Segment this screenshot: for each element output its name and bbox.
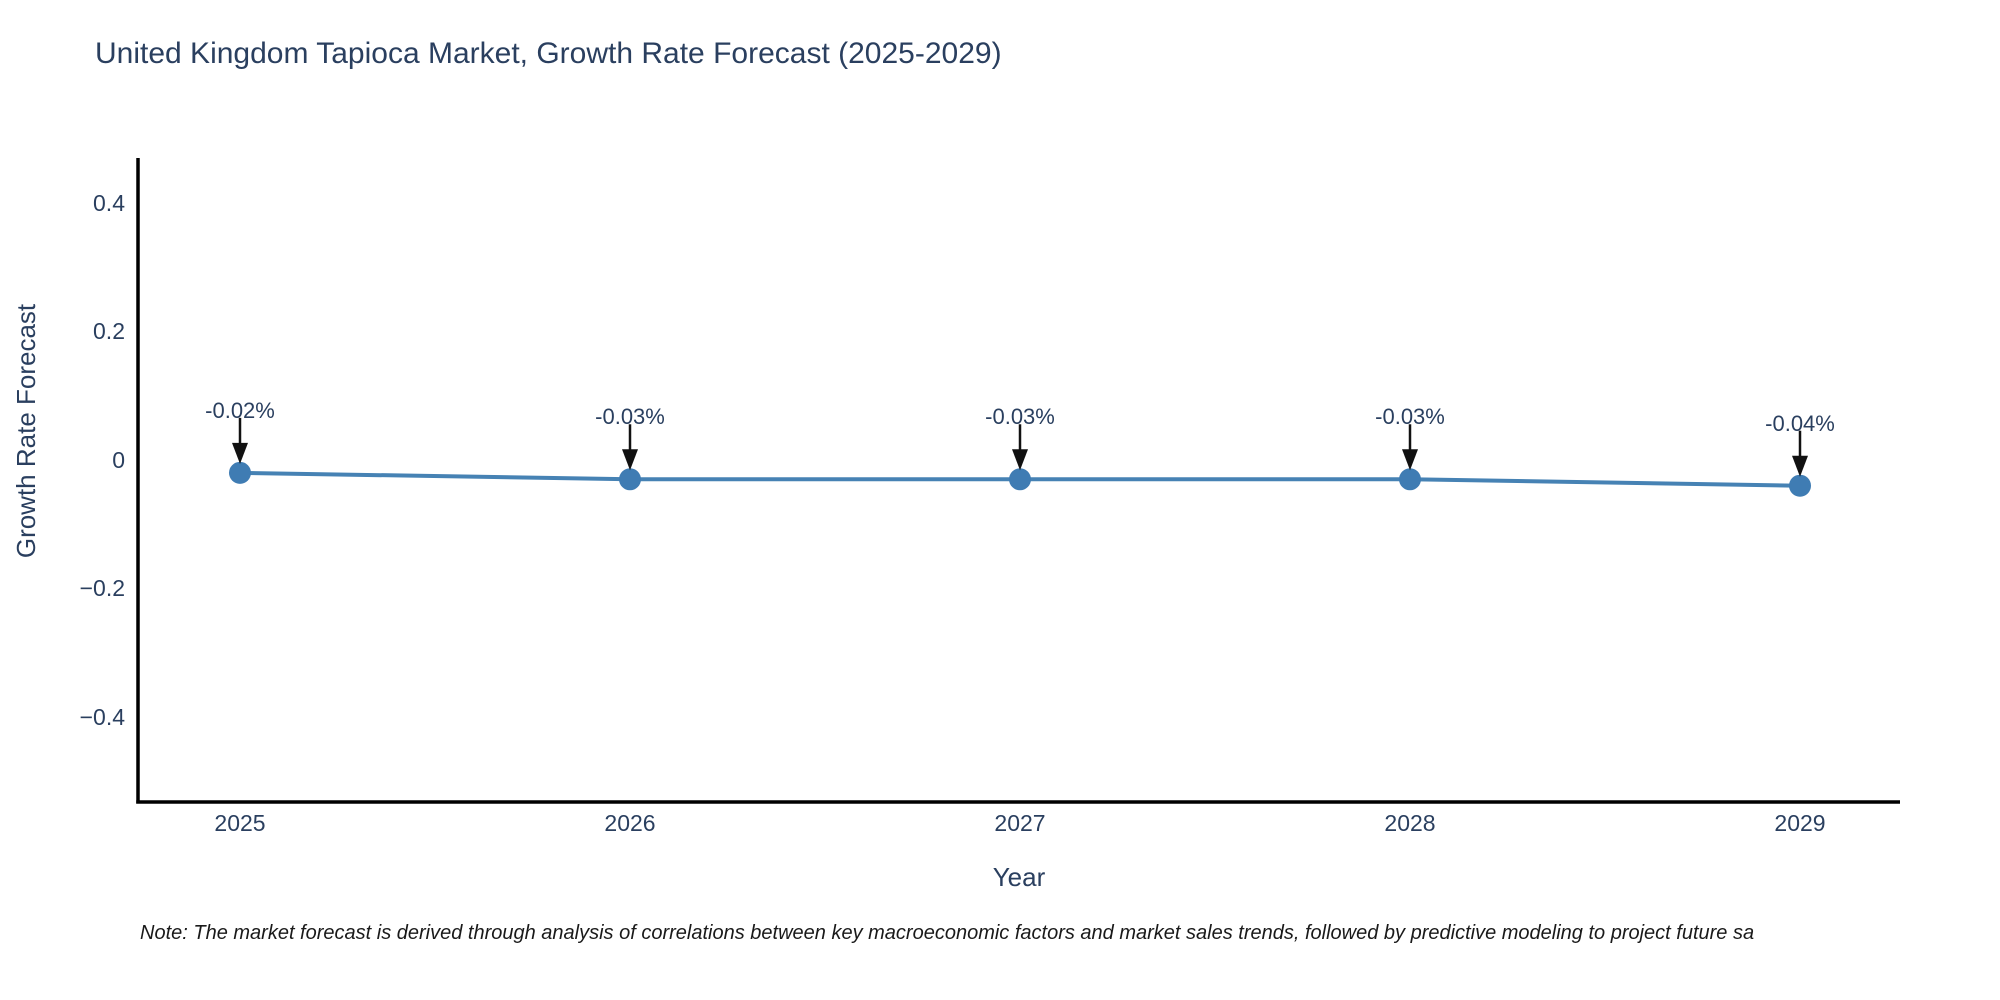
data-point-marker[interactable] bbox=[1399, 468, 1421, 491]
annotation-arrow-head bbox=[622, 449, 638, 471]
data-point-marker[interactable] bbox=[1009, 468, 1031, 491]
data-point-marker[interactable] bbox=[619, 468, 641, 491]
point-value-label: -0.03% bbox=[985, 404, 1055, 430]
annotation-arrow-layer bbox=[232, 417, 1808, 477]
y-tick-label: 0.2 bbox=[93, 318, 125, 344]
x-tick-label: 2028 bbox=[1384, 810, 1436, 836]
y-tick-label: 0.4 bbox=[93, 190, 125, 216]
x-tick-label: 2025 bbox=[214, 810, 266, 836]
x-axis-title: Year bbox=[992, 862, 1046, 892]
data-point-marker[interactable] bbox=[229, 461, 251, 484]
point-value-label: -0.03% bbox=[1375, 404, 1445, 430]
y-tick-label: −0.2 bbox=[79, 575, 125, 601]
y-tick-label: −0.4 bbox=[79, 704, 125, 730]
annotation-arrow-head bbox=[1012, 449, 1028, 471]
x-tick-label: 2027 bbox=[994, 810, 1046, 836]
chart-title: United Kingdom Tapioca Market, Growth Ra… bbox=[95, 37, 1002, 70]
annotation-arrow-head bbox=[1402, 449, 1418, 471]
annotation-arrow-head bbox=[232, 442, 248, 464]
y-axis-title: Growth Rate Forecast bbox=[11, 303, 41, 559]
annotation-arrow-head bbox=[1792, 455, 1808, 477]
footnote: Note: The market forecast is derived thr… bbox=[140, 922, 1755, 944]
point-value-label: -0.04% bbox=[1765, 410, 1835, 436]
data-point-marker[interactable] bbox=[1789, 474, 1811, 497]
x-tick-label: 2029 bbox=[1774, 810, 1826, 836]
point-value-label: -0.02% bbox=[205, 397, 275, 423]
series-layer bbox=[229, 461, 1811, 497]
y-tick-label: 0 bbox=[112, 447, 125, 473]
point-value-label: -0.03% bbox=[595, 404, 665, 430]
x-tick-label: 2026 bbox=[604, 810, 656, 836]
